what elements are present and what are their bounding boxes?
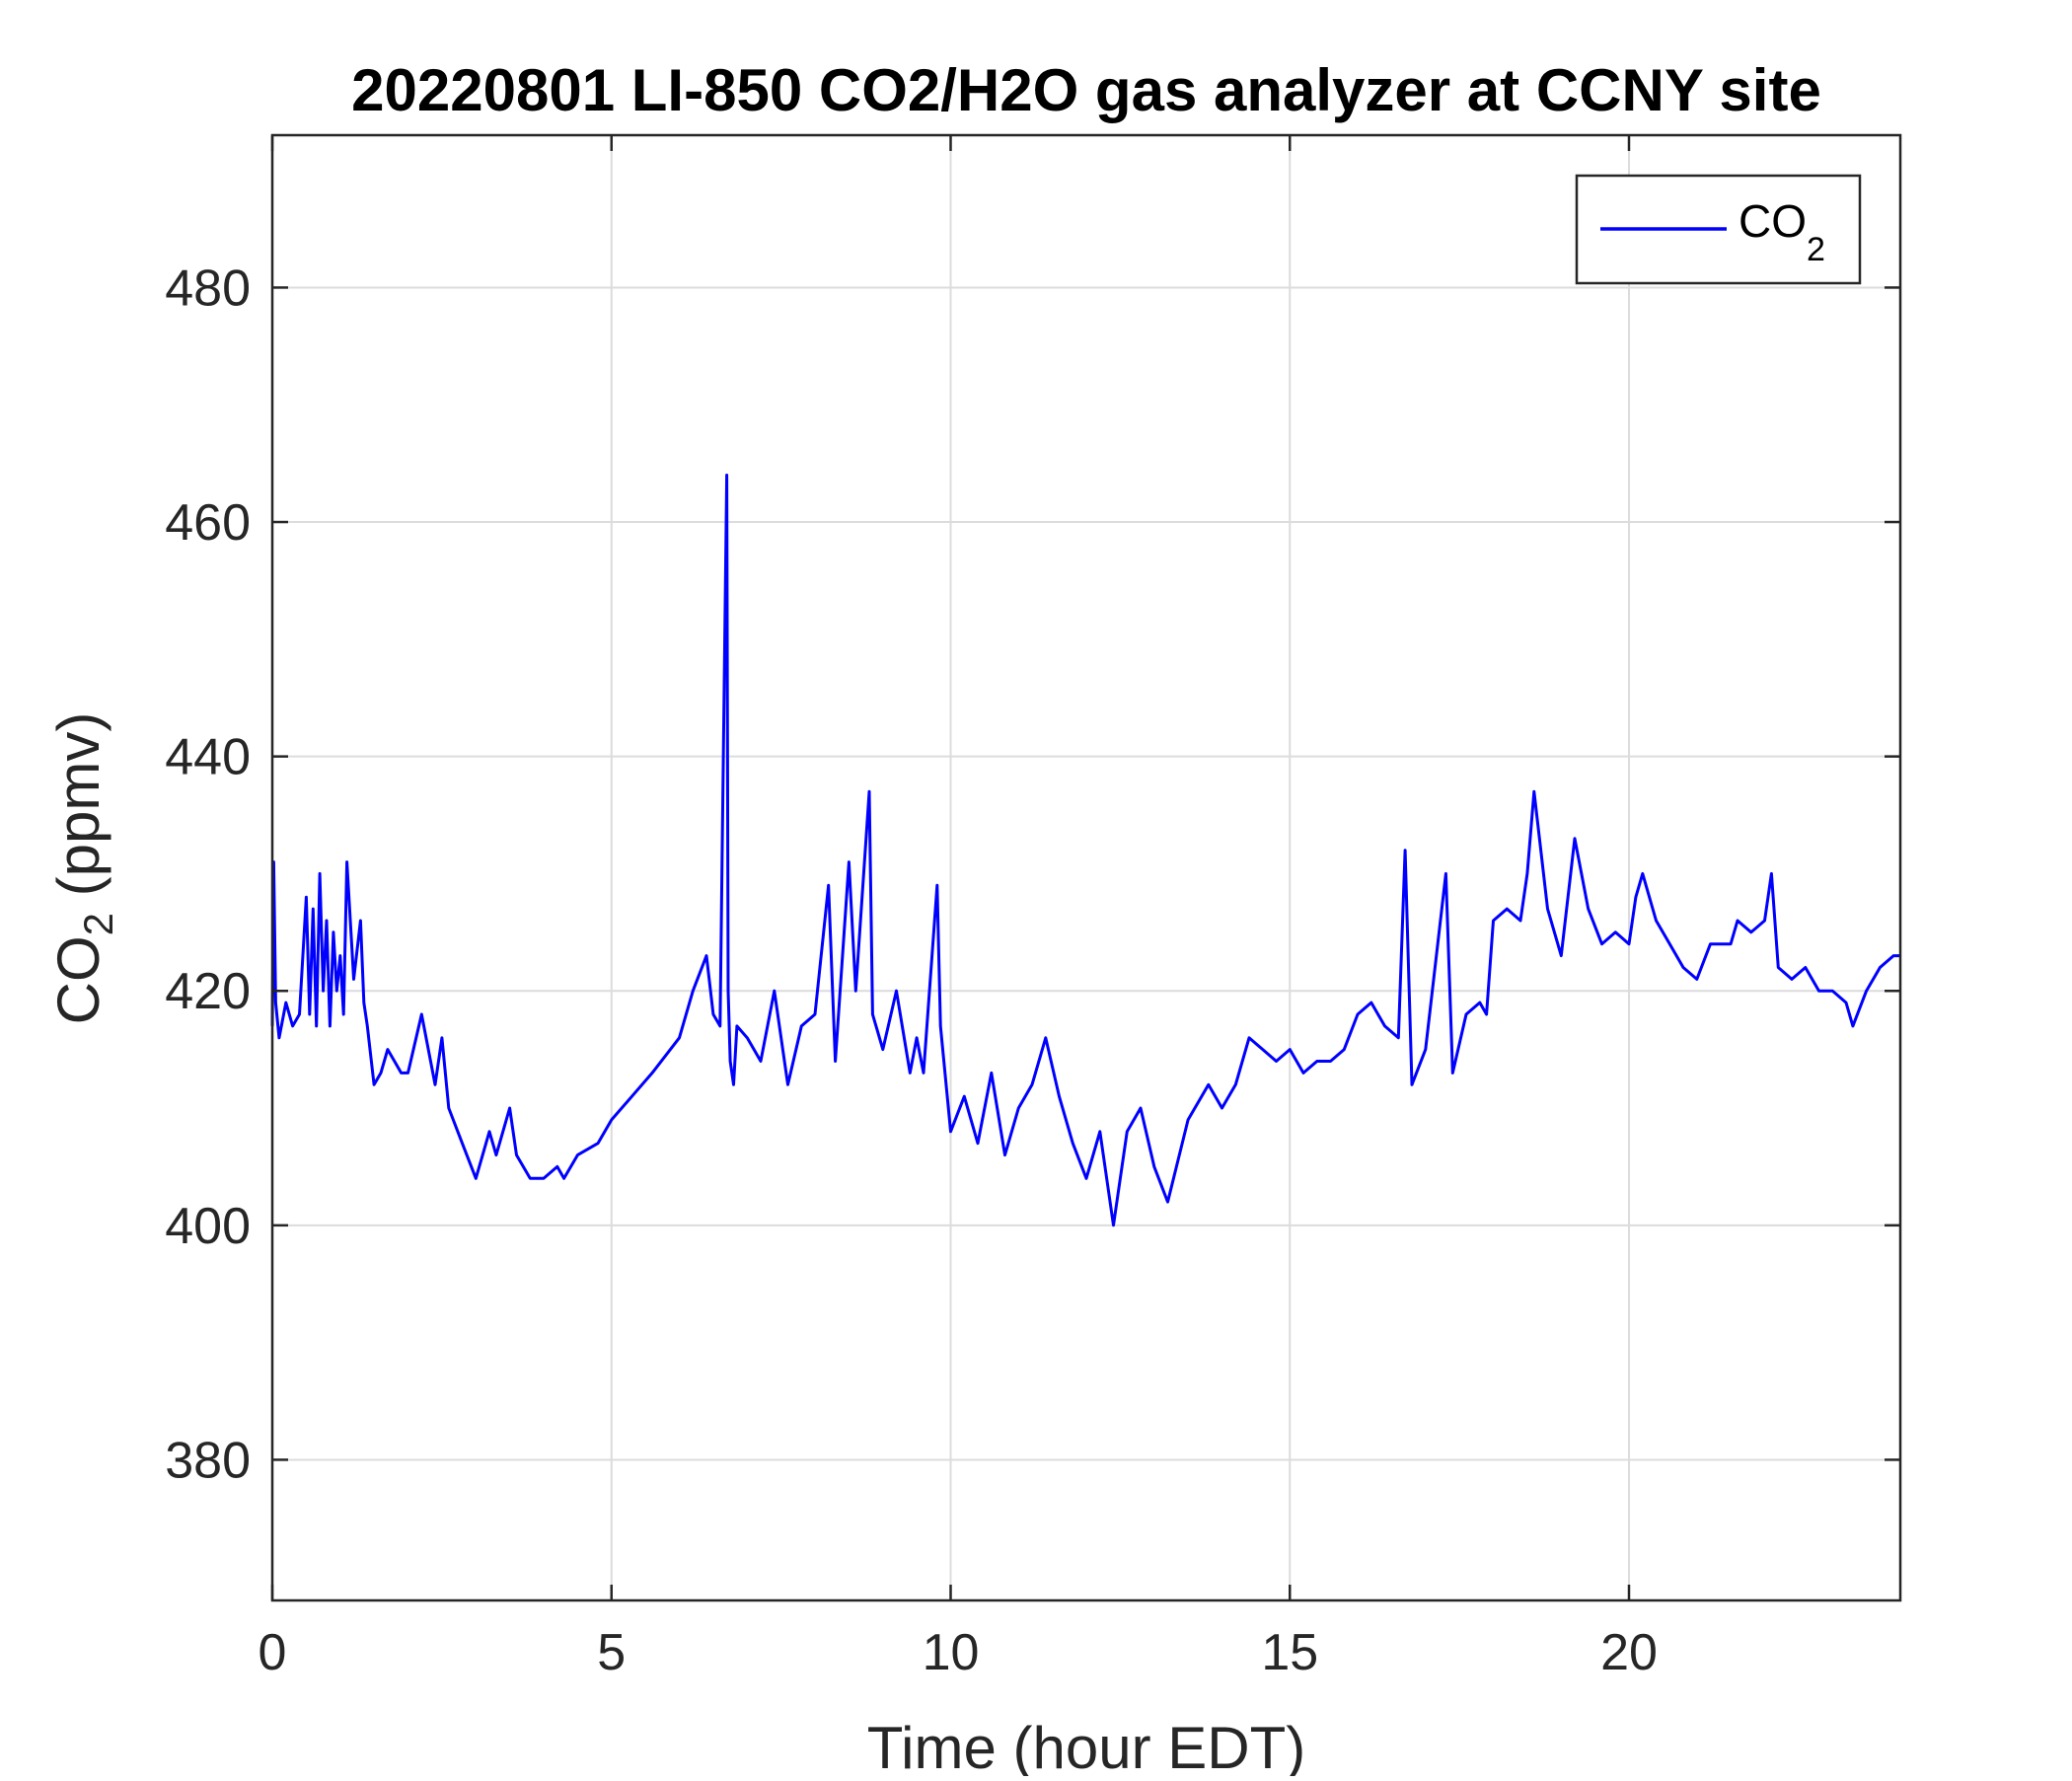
grid-lines [271, 135, 1900, 1600]
y-axis-label-unit: (ppmv) [45, 712, 111, 913]
y-tick-label: 380 [165, 1432, 251, 1489]
series-layer [270, 474, 1900, 1227]
x-tick-label: 10 [923, 1624, 980, 1681]
x-tick-label: 20 [1600, 1624, 1658, 1681]
y-axis-label: CO2 (ppmv) [45, 712, 121, 1025]
legend-label-subscript: 2 [1807, 231, 1825, 268]
y-tick-label: 400 [165, 1198, 251, 1255]
x-axis-label: Time (hour EDT) [867, 1715, 1306, 1776]
co2-series-line [270, 474, 1900, 1227]
y-tick-label: 420 [165, 963, 251, 1020]
plot-frame [270, 133, 1902, 1602]
y-axis-label-subscript: 2 [75, 913, 121, 935]
y-tick-label: 480 [165, 260, 251, 317]
chart-title: 20220801 LI-850 CO2/H2O gas analyzer at … [351, 57, 1821, 123]
legend-label-main: CO [1739, 195, 1807, 247]
plot-area [272, 135, 1900, 1600]
legend: CO2 [1575, 174, 1862, 285]
tick-marks [270, 135, 1900, 1600]
y-axis-label-main: CO [45, 935, 111, 1024]
y-tick-label: 440 [165, 729, 251, 786]
x-tick-label: 5 [597, 1624, 626, 1681]
legend-label: CO2 [1739, 195, 1825, 268]
y-tick-label: 460 [165, 494, 251, 552]
x-tick-label: 0 [259, 1624, 287, 1681]
tick-labels: 0 5 10 15 20 380 400 420 440 460 480 [165, 260, 1658, 1681]
x-tick-label: 15 [1261, 1624, 1318, 1681]
